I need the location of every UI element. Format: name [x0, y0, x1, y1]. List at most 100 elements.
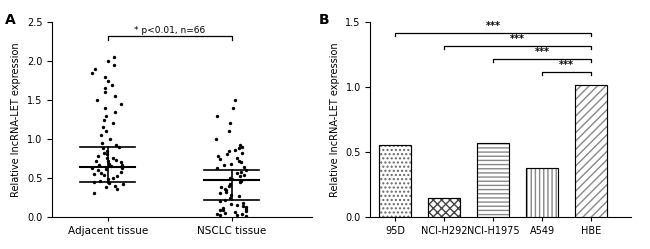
Point — [99, 75, 110, 79]
Point — [220, 197, 231, 201]
Point — [99, 106, 110, 110]
Point — [233, 159, 244, 163]
Point — [89, 191, 99, 195]
Point — [111, 143, 122, 147]
Point — [226, 202, 236, 206]
Bar — [379, 145, 411, 217]
Point — [101, 185, 111, 189]
Point — [98, 151, 109, 155]
Point — [98, 146, 109, 150]
Point — [241, 214, 252, 218]
Text: ***: *** — [535, 47, 550, 57]
Point — [230, 98, 240, 102]
Text: ***: *** — [486, 21, 500, 31]
Y-axis label: Relative lncRNA-LET expression: Relative lncRNA-LET expression — [330, 42, 340, 197]
Point — [218, 208, 228, 212]
Point — [102, 152, 112, 156]
Point — [92, 98, 103, 102]
Point — [239, 165, 249, 169]
Point — [214, 213, 225, 217]
Point — [224, 184, 234, 187]
Point — [103, 79, 114, 83]
Text: ***: *** — [559, 60, 574, 70]
Text: A: A — [5, 13, 16, 27]
Point — [117, 163, 127, 167]
Point — [104, 162, 114, 166]
Point — [103, 59, 114, 63]
Bar — [428, 198, 460, 217]
Bar — [526, 168, 558, 217]
Point — [100, 90, 110, 94]
Point — [220, 211, 231, 215]
Point — [109, 63, 120, 67]
Point — [233, 146, 244, 150]
Point — [108, 122, 118, 125]
Point — [224, 149, 235, 153]
Point — [236, 160, 246, 164]
Bar — [428, 198, 460, 217]
Bar — [379, 145, 411, 217]
Point — [103, 177, 113, 181]
Point — [111, 158, 121, 162]
Point — [96, 133, 106, 137]
Bar — [575, 85, 607, 217]
Point — [93, 154, 103, 158]
Text: ***: *** — [510, 34, 525, 44]
Point — [212, 212, 222, 216]
Point — [95, 179, 105, 183]
Point — [107, 83, 117, 87]
Point — [97, 141, 107, 145]
Point — [106, 164, 116, 168]
Point — [103, 181, 113, 185]
Point — [110, 110, 120, 114]
Point — [235, 174, 246, 178]
Point — [241, 207, 252, 211]
Point — [87, 166, 98, 170]
Point — [89, 180, 99, 184]
Point — [236, 170, 246, 174]
Point — [118, 182, 128, 186]
Point — [237, 145, 247, 149]
Point — [116, 170, 126, 174]
Point — [237, 201, 248, 205]
Point — [216, 185, 226, 189]
Point — [220, 188, 231, 192]
Point — [110, 184, 120, 187]
Point — [101, 167, 111, 171]
Point — [237, 204, 248, 208]
Point — [232, 213, 242, 217]
Point — [116, 102, 126, 106]
Point — [232, 171, 242, 175]
Point — [231, 203, 242, 207]
Point — [221, 190, 231, 194]
Point — [213, 154, 223, 158]
Point — [90, 67, 100, 71]
Point — [91, 159, 101, 163]
Bar — [575, 85, 607, 217]
Point — [108, 156, 118, 160]
Point — [104, 181, 114, 185]
Point — [224, 129, 234, 133]
Point — [226, 162, 236, 166]
Point — [227, 106, 238, 110]
Point — [215, 157, 226, 161]
Point — [111, 94, 121, 98]
Point — [211, 167, 222, 171]
Point — [235, 181, 246, 185]
Point — [240, 168, 251, 172]
Point — [212, 114, 222, 118]
Point — [237, 212, 247, 216]
Point — [220, 187, 230, 191]
Point — [116, 167, 127, 171]
Point — [112, 174, 123, 178]
Point — [235, 143, 245, 147]
Point — [226, 193, 236, 197]
Point — [116, 160, 126, 164]
Point — [225, 176, 235, 180]
Bar — [477, 143, 509, 217]
Point — [109, 176, 119, 180]
Bar — [526, 168, 558, 217]
Point — [101, 129, 111, 133]
Point — [229, 148, 240, 152]
Point — [211, 137, 221, 141]
